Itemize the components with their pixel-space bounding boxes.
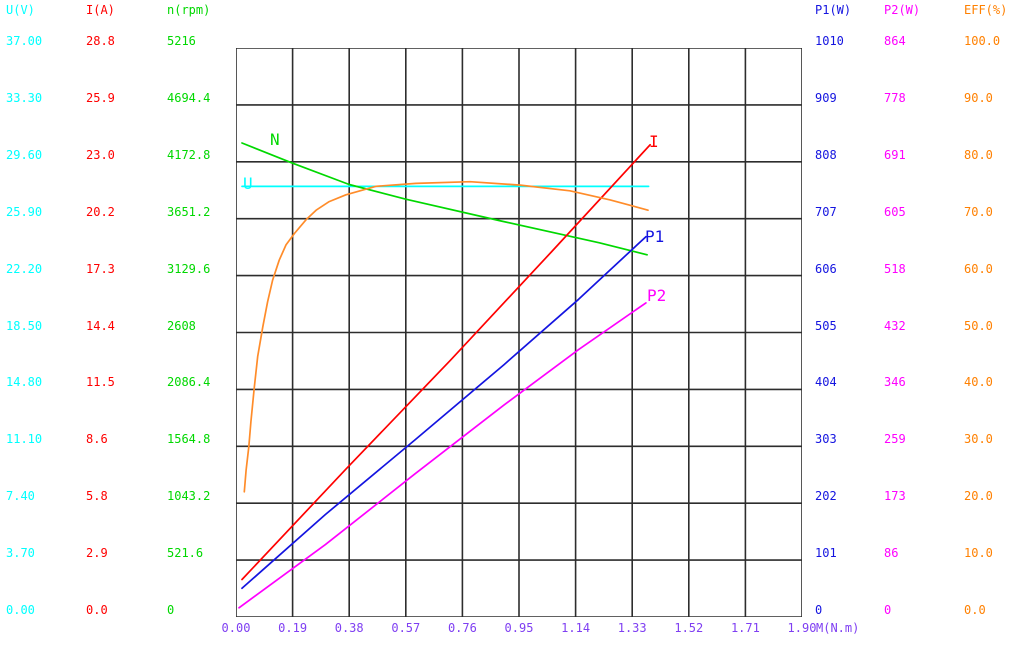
axis-header-n: n(rpm) bbox=[167, 3, 211, 17]
eff-axis-value: 10.0 bbox=[964, 546, 993, 561]
curve-label-U: U bbox=[243, 174, 253, 193]
n-axis-value: 1564.8 bbox=[167, 432, 211, 447]
x-tick-label: 1.52 bbox=[674, 621, 704, 635]
i-axis-value: 20.2 bbox=[86, 204, 115, 219]
curve-label-N: N bbox=[270, 130, 280, 149]
n-axis-value: 0 bbox=[167, 603, 175, 617]
p1-axis-value: 0 bbox=[815, 603, 823, 617]
i-axis-value: 2.9 bbox=[86, 546, 108, 561]
x-axis-unit-label: M(N.m) bbox=[816, 621, 860, 635]
p2-axis-value: 86 bbox=[884, 546, 899, 561]
u-axis-value: 7.40 bbox=[6, 489, 35, 504]
p2-axis-value: 691 bbox=[884, 147, 906, 162]
p2-axis-value: 0 bbox=[884, 603, 892, 617]
eff-axis-value: 90.0 bbox=[964, 90, 993, 105]
axis-header-p1: P1(W) bbox=[815, 3, 852, 17]
x-tick-label: 0.95 bbox=[504, 621, 534, 635]
axis-header-p2: P2(W) bbox=[884, 3, 921, 17]
curve-label-P2: P2 bbox=[647, 286, 666, 305]
curve-EFF bbox=[243, 180, 649, 493]
i-axis-value: 14.4 bbox=[86, 318, 115, 333]
eff-axis-value: 0.0 bbox=[964, 603, 986, 617]
x-tick-label: 0.19 bbox=[278, 621, 308, 635]
plot-area: N U I P1 P2 bbox=[236, 48, 802, 617]
p1-axis-value: 505 bbox=[815, 318, 837, 333]
grid-lines bbox=[236, 48, 802, 617]
p2-axis-value: 173 bbox=[884, 489, 906, 504]
n-axis-value: 521.6 bbox=[167, 546, 204, 561]
u-axis-value: 0.00 bbox=[6, 603, 35, 617]
curve-label-P1: P1 bbox=[645, 227, 664, 246]
i-axis-value: 11.5 bbox=[86, 375, 115, 390]
p2-axis-value: 864 bbox=[884, 34, 906, 48]
n-axis-value: 4172.8 bbox=[167, 147, 211, 162]
eff-axis-value: 50.0 bbox=[964, 318, 993, 333]
x-tick-label: 0.00 bbox=[221, 621, 251, 635]
eff-axis-value: 40.0 bbox=[964, 375, 993, 390]
axis-header-u: U(V) bbox=[6, 3, 35, 17]
p2-axis-value: 346 bbox=[884, 375, 906, 390]
u-axis-value: 37.00 bbox=[6, 34, 43, 48]
n-axis-value: 4694.4 bbox=[167, 90, 211, 105]
x-tick-label: 1.71 bbox=[730, 621, 760, 635]
n-axis-value: 1043.2 bbox=[167, 489, 211, 504]
n-axis-value: 3129.6 bbox=[167, 261, 211, 276]
x-tick-label: 0.38 bbox=[334, 621, 364, 635]
i-axis-value: 17.3 bbox=[86, 261, 115, 276]
u-axis-value: 29.60 bbox=[6, 147, 43, 162]
n-axis-value: 2086.4 bbox=[167, 375, 211, 390]
i-axis-value: 5.8 bbox=[86, 489, 108, 504]
curve-n bbox=[241, 142, 648, 256]
eff-axis-value: 30.0 bbox=[964, 432, 993, 447]
p1-axis-value: 909 bbox=[815, 90, 837, 105]
axis-header-i: I(A) bbox=[86, 3, 115, 17]
i-axis-value: 0.0 bbox=[86, 603, 108, 617]
x-tick-label: 1.14 bbox=[561, 621, 591, 635]
p2-axis-value: 432 bbox=[884, 318, 906, 333]
u-axis-value: 25.90 bbox=[6, 204, 43, 219]
p1-axis-value: 606 bbox=[815, 261, 837, 276]
p2-axis-value: 259 bbox=[884, 432, 906, 447]
p2-axis-value: 518 bbox=[884, 261, 906, 276]
u-axis-value: 14.80 bbox=[6, 375, 43, 390]
curve-P1 bbox=[241, 235, 647, 590]
i-axis-value: 8.6 bbox=[86, 432, 108, 447]
u-axis-value: 11.10 bbox=[6, 432, 43, 447]
n-axis-value: 3651.2 bbox=[167, 204, 211, 219]
eff-axis-value: 20.0 bbox=[964, 489, 993, 504]
eff-axis-value: 100.0 bbox=[964, 34, 1001, 48]
u-axis-value: 22.20 bbox=[6, 261, 43, 276]
p1-axis-value: 1010 bbox=[815, 34, 844, 48]
curve-label-I: I bbox=[649, 132, 659, 151]
x-tick-label: 1.90 bbox=[787, 621, 817, 635]
i-axis-value: 25.9 bbox=[86, 90, 115, 105]
p2-axis-value: 778 bbox=[884, 90, 906, 105]
u-axis-value: 3.70 bbox=[6, 546, 35, 561]
curve-I bbox=[241, 143, 651, 581]
i-axis-value: 28.8 bbox=[86, 34, 115, 48]
i-axis-value: 23.0 bbox=[86, 147, 115, 162]
n-axis-value: 5216 bbox=[167, 34, 196, 48]
p1-axis-value: 808 bbox=[815, 147, 837, 162]
eff-axis-value: 80.0 bbox=[964, 147, 993, 162]
u-axis-value: 33.30 bbox=[6, 90, 43, 105]
u-axis-value: 18.50 bbox=[6, 318, 43, 333]
p1-axis-value: 202 bbox=[815, 489, 837, 504]
eff-axis-value: 70.0 bbox=[964, 204, 993, 219]
x-tick-label: 0.57 bbox=[391, 621, 421, 635]
p1-axis-value: 404 bbox=[815, 375, 837, 390]
p1-axis-value: 707 bbox=[815, 204, 837, 219]
x-tick-label: 1.33 bbox=[617, 621, 647, 635]
p1-axis-value: 101 bbox=[815, 546, 837, 561]
p1-axis-value: 303 bbox=[815, 432, 837, 447]
n-axis-value: 2608 bbox=[167, 318, 196, 333]
axis-header-eff: EFF(%) bbox=[964, 3, 1008, 17]
x-tick-label: 0.76 bbox=[447, 621, 477, 635]
curve-P2 bbox=[238, 302, 647, 609]
eff-axis-value: 60.0 bbox=[964, 261, 993, 276]
p2-axis-value: 605 bbox=[884, 204, 906, 219]
